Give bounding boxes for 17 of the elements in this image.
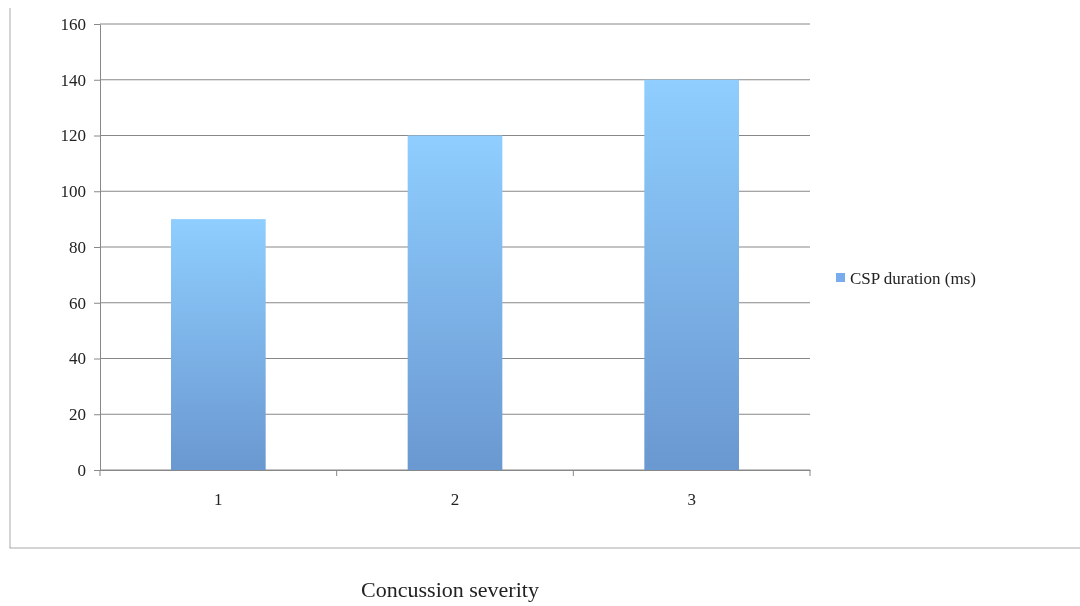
y-tick-label: 140 <box>60 70 86 90</box>
y-tick-label: 20 <box>69 405 86 425</box>
y-tick-label: 60 <box>69 293 86 313</box>
bar <box>407 135 503 470</box>
bar <box>644 79 739 470</box>
y-tick-label: 120 <box>60 126 86 146</box>
y-tick-label: 80 <box>69 237 86 257</box>
legend-label: CSP duration (ms) <box>850 268 976 288</box>
y-tick-label: 0 <box>77 460 86 480</box>
y-tick-label: 40 <box>69 349 86 369</box>
y-tick-label: 160 <box>60 14 86 34</box>
y-tick-label: 100 <box>60 182 86 202</box>
bar <box>171 219 266 470</box>
x-tick-label: 3 <box>687 490 696 510</box>
x-axis-title: Concussion severity <box>361 577 539 602</box>
x-tick-label: 1 <box>214 490 223 510</box>
x-tick-label: 2 <box>450 490 460 510</box>
